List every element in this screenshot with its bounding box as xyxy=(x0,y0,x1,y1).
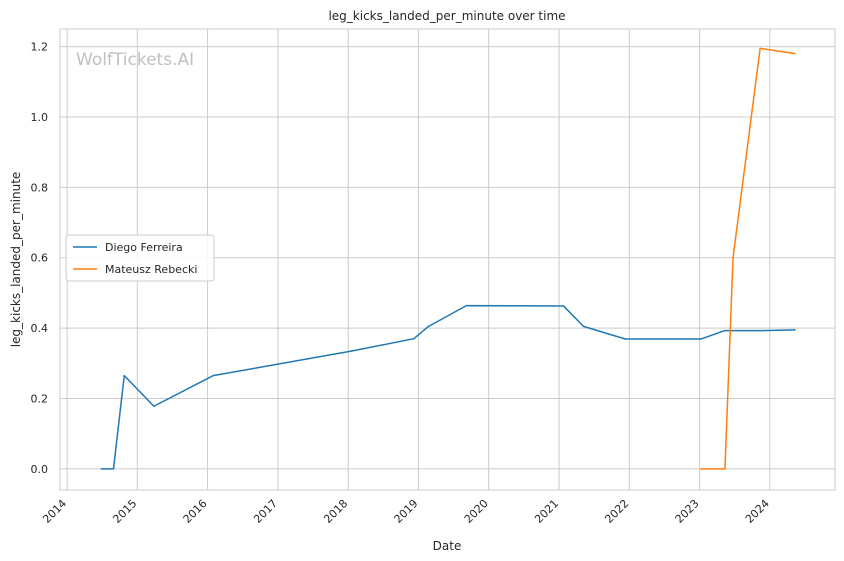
legend-box xyxy=(65,234,215,282)
data-point-diego-ferreira xyxy=(624,338,627,340)
grid xyxy=(60,29,835,490)
data-point-mateusz-rebecki xyxy=(794,52,796,55)
data-point-diego-ferreira xyxy=(562,305,565,307)
y-tick-label: 0.0 xyxy=(31,463,49,476)
watermark: WolfTickets.AI xyxy=(76,50,194,70)
x-axis-ticks: 2014 2015 2016 2017 2018 2019 2020 2021 2022 2023… xyxy=(40,497,772,526)
data-point-diego-ferreira xyxy=(724,329,726,332)
data-point-diego-ferreira xyxy=(582,325,585,328)
chart-title: leg_kicks_landed_per_minute over time xyxy=(328,9,565,23)
data-point-diego-ferreira xyxy=(413,337,415,340)
y-tick-label: 1.2 xyxy=(31,41,49,54)
x-axis-label: Date xyxy=(433,539,462,553)
y-axis-ticks: 0.0 0.2 0.4 0.6 0.8 1.0 1.2 xyxy=(31,41,49,476)
data-point-diego-ferreira xyxy=(427,325,430,328)
y-tick-label: 0.8 xyxy=(31,181,49,194)
data-point-diego-ferreira xyxy=(351,350,353,352)
data-point-mateusz-rebecki xyxy=(699,468,702,470)
legend: Diego Ferreira Mateusz Rebecki xyxy=(65,234,215,282)
y-axis-label: leg_kicks_landed_per_minute xyxy=(9,172,23,348)
y-tick-label: 0.2 xyxy=(31,393,49,406)
series-line-diego-ferreira xyxy=(101,304,795,470)
data-point-mateusz-rebecki xyxy=(759,47,761,50)
legend-entry-mateusz-rebecki: Mateusz Rebecki xyxy=(105,263,197,276)
data-point-diego-ferreira xyxy=(465,304,468,307)
y-tick-label: 0.6 xyxy=(31,252,49,265)
y-tick-label: 1.0 xyxy=(31,111,49,124)
data-point-mateusz-rebecki xyxy=(732,256,734,259)
y-tick-label: 0.4 xyxy=(31,322,49,335)
legend-entry-diego-ferreira: Diego Ferreira xyxy=(105,241,183,254)
data-point-diego-ferreira xyxy=(699,338,702,340)
data-point-diego-ferreira xyxy=(212,374,214,377)
plot-frame xyxy=(59,28,836,491)
data-point-diego-ferreira xyxy=(112,468,115,470)
data-point-diego-ferreira xyxy=(794,329,796,331)
data-point-diego-ferreira xyxy=(760,329,763,332)
data-point-mateusz-rebecki xyxy=(724,468,726,470)
data-point-diego-ferreira xyxy=(100,468,103,470)
data-point-diego-ferreira xyxy=(123,374,126,377)
series-layer xyxy=(100,47,796,470)
data-point-diego-ferreira xyxy=(153,405,155,407)
